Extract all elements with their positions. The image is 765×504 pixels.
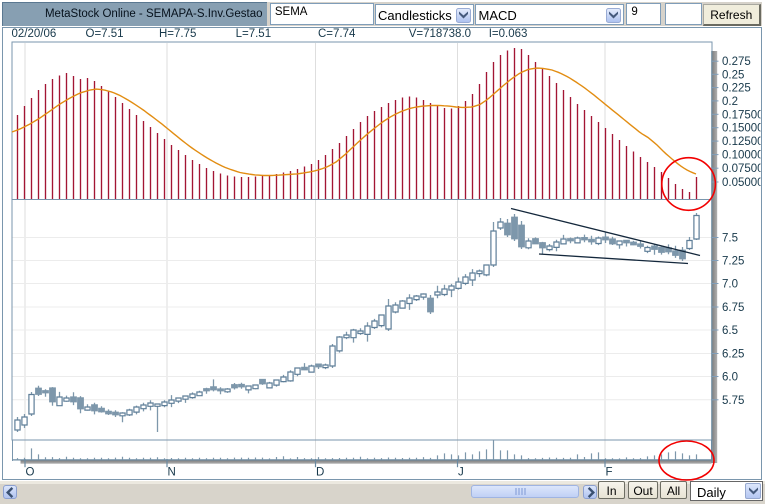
- svg-text:7.5: 7.5: [722, 233, 738, 245]
- svg-text:0.2: 0.2: [722, 96, 738, 108]
- svg-text:6.75: 6.75: [722, 302, 744, 314]
- svg-text:6.25: 6.25: [722, 349, 744, 361]
- svg-text:0.15000: 0.15000: [722, 123, 764, 135]
- svg-text:0.10000: 0.10000: [722, 150, 764, 162]
- svg-text:7.25: 7.25: [722, 256, 744, 268]
- svg-text:0.12500: 0.12500: [722, 136, 764, 148]
- svg-text:F: F: [606, 467, 613, 479]
- svg-text:0.275: 0.275: [722, 56, 751, 68]
- svg-text:N: N: [168, 467, 176, 479]
- svg-text:0.07500: 0.07500: [722, 163, 764, 175]
- svg-text:6.0: 6.0: [722, 372, 738, 384]
- svg-text:0.225: 0.225: [722, 83, 751, 95]
- svg-text:O: O: [26, 467, 35, 479]
- svg-text:0.17500: 0.17500: [722, 109, 764, 121]
- svg-text:D: D: [316, 467, 324, 479]
- svg-text:7.0: 7.0: [722, 279, 738, 291]
- svg-text:5.75: 5.75: [722, 395, 744, 407]
- svg-text:J: J: [458, 467, 464, 479]
- svg-text:0.25: 0.25: [722, 69, 744, 81]
- svg-text:6.5: 6.5: [722, 325, 738, 337]
- svg-text:0.05000: 0.05000: [722, 177, 764, 189]
